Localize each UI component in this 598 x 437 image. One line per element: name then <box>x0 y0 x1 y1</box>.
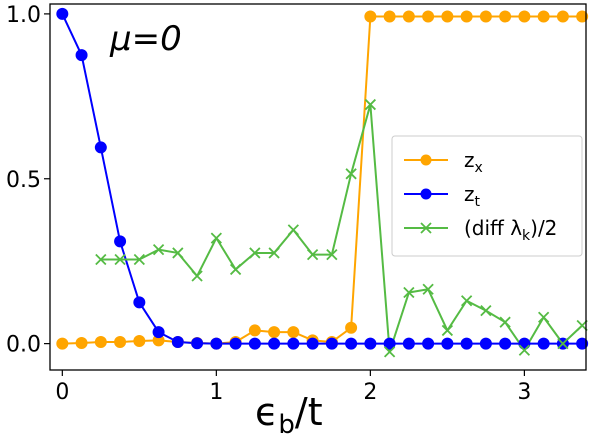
data-point <box>479 337 492 350</box>
data-point <box>576 337 589 350</box>
data-point <box>460 295 473 307</box>
data-point <box>248 337 261 350</box>
data-point <box>499 10 512 23</box>
plot-frame <box>49 3 587 371</box>
data-point <box>268 247 280 259</box>
data-point <box>287 326 300 339</box>
data-point <box>133 253 145 266</box>
data-point <box>480 305 492 317</box>
data-point <box>172 247 184 259</box>
series-line-1 <box>61 13 583 345</box>
data-point <box>171 335 184 348</box>
data-point <box>133 296 146 309</box>
y-tick-label: 1.0 <box>6 3 41 28</box>
data-point <box>422 283 434 295</box>
data-point <box>345 168 357 180</box>
data-point <box>56 337 69 350</box>
data-point <box>441 10 454 23</box>
data-point <box>345 321 358 334</box>
data-point <box>499 337 512 350</box>
data-point <box>248 324 261 337</box>
data-point <box>75 336 88 349</box>
data-point <box>538 311 550 323</box>
data-point <box>499 316 511 328</box>
data-point <box>229 263 242 276</box>
data-point <box>229 337 242 350</box>
data-point <box>402 337 415 350</box>
data-point <box>133 334 146 347</box>
data-point <box>152 244 165 256</box>
data-point <box>345 337 358 350</box>
data-point <box>95 253 107 266</box>
data-point <box>383 346 396 358</box>
data-point <box>75 49 88 62</box>
x-tick-label: 1 <box>209 380 223 405</box>
legend-label: (diff λk)/2 <box>464 216 557 244</box>
data-point <box>518 344 531 356</box>
data-point <box>537 337 550 350</box>
data-point <box>402 10 415 23</box>
legend-marker <box>420 222 432 234</box>
data-point <box>287 224 299 236</box>
data-point <box>518 10 531 23</box>
data-point <box>114 335 127 348</box>
data-point <box>403 286 415 299</box>
data-point <box>576 10 589 23</box>
data-point <box>249 247 261 259</box>
data-point <box>479 10 492 23</box>
data-point <box>441 337 454 350</box>
data-point <box>210 337 223 350</box>
data-point <box>152 326 165 339</box>
data-point <box>114 253 126 266</box>
legend-marker <box>420 188 432 200</box>
legend: zx zt (diff λk)/2 <box>391 135 583 257</box>
data-point <box>268 326 281 339</box>
data-point <box>268 337 281 350</box>
mu-annotation: μ=0 <box>109 19 182 59</box>
data-point <box>422 337 435 350</box>
data-point <box>460 10 473 23</box>
axis-ticks: 0 1 2 3 0.0 0.5 1.0 <box>6 3 531 405</box>
data-point <box>306 337 319 350</box>
y-tick-label: 0.0 <box>6 333 41 358</box>
data-point <box>422 10 435 23</box>
legend-label: zt <box>464 182 481 210</box>
x-axis-label: ϵb/t <box>255 390 323 437</box>
x-tick-label: 2 <box>363 380 377 405</box>
data-point <box>364 10 377 23</box>
data-point <box>364 337 377 350</box>
data-point <box>56 7 69 20</box>
legend-marker <box>420 154 432 166</box>
data-point <box>537 10 550 23</box>
data-point <box>556 10 569 23</box>
x-tick-label: 3 <box>517 380 531 405</box>
data-point <box>460 337 473 350</box>
data-point <box>325 337 338 350</box>
data-point <box>287 337 300 350</box>
data-point <box>306 248 319 261</box>
x-tick-label: 0 <box>55 380 69 405</box>
y-tick-label: 0.5 <box>6 168 41 193</box>
data-point <box>210 232 222 244</box>
legend-box <box>391 135 583 257</box>
data-point <box>383 337 396 350</box>
data-point <box>364 98 377 111</box>
data-point <box>383 10 396 23</box>
data-point <box>557 337 569 350</box>
data-point <box>191 337 204 350</box>
data-point <box>94 335 107 348</box>
data-point <box>94 141 107 154</box>
legend-label: zx <box>464 148 483 176</box>
data-point <box>114 235 127 248</box>
data-point <box>191 270 203 282</box>
series-line-0 <box>62 15 583 345</box>
data-point <box>441 324 454 337</box>
data-point <box>326 248 338 261</box>
plot-markers <box>56 7 589 358</box>
